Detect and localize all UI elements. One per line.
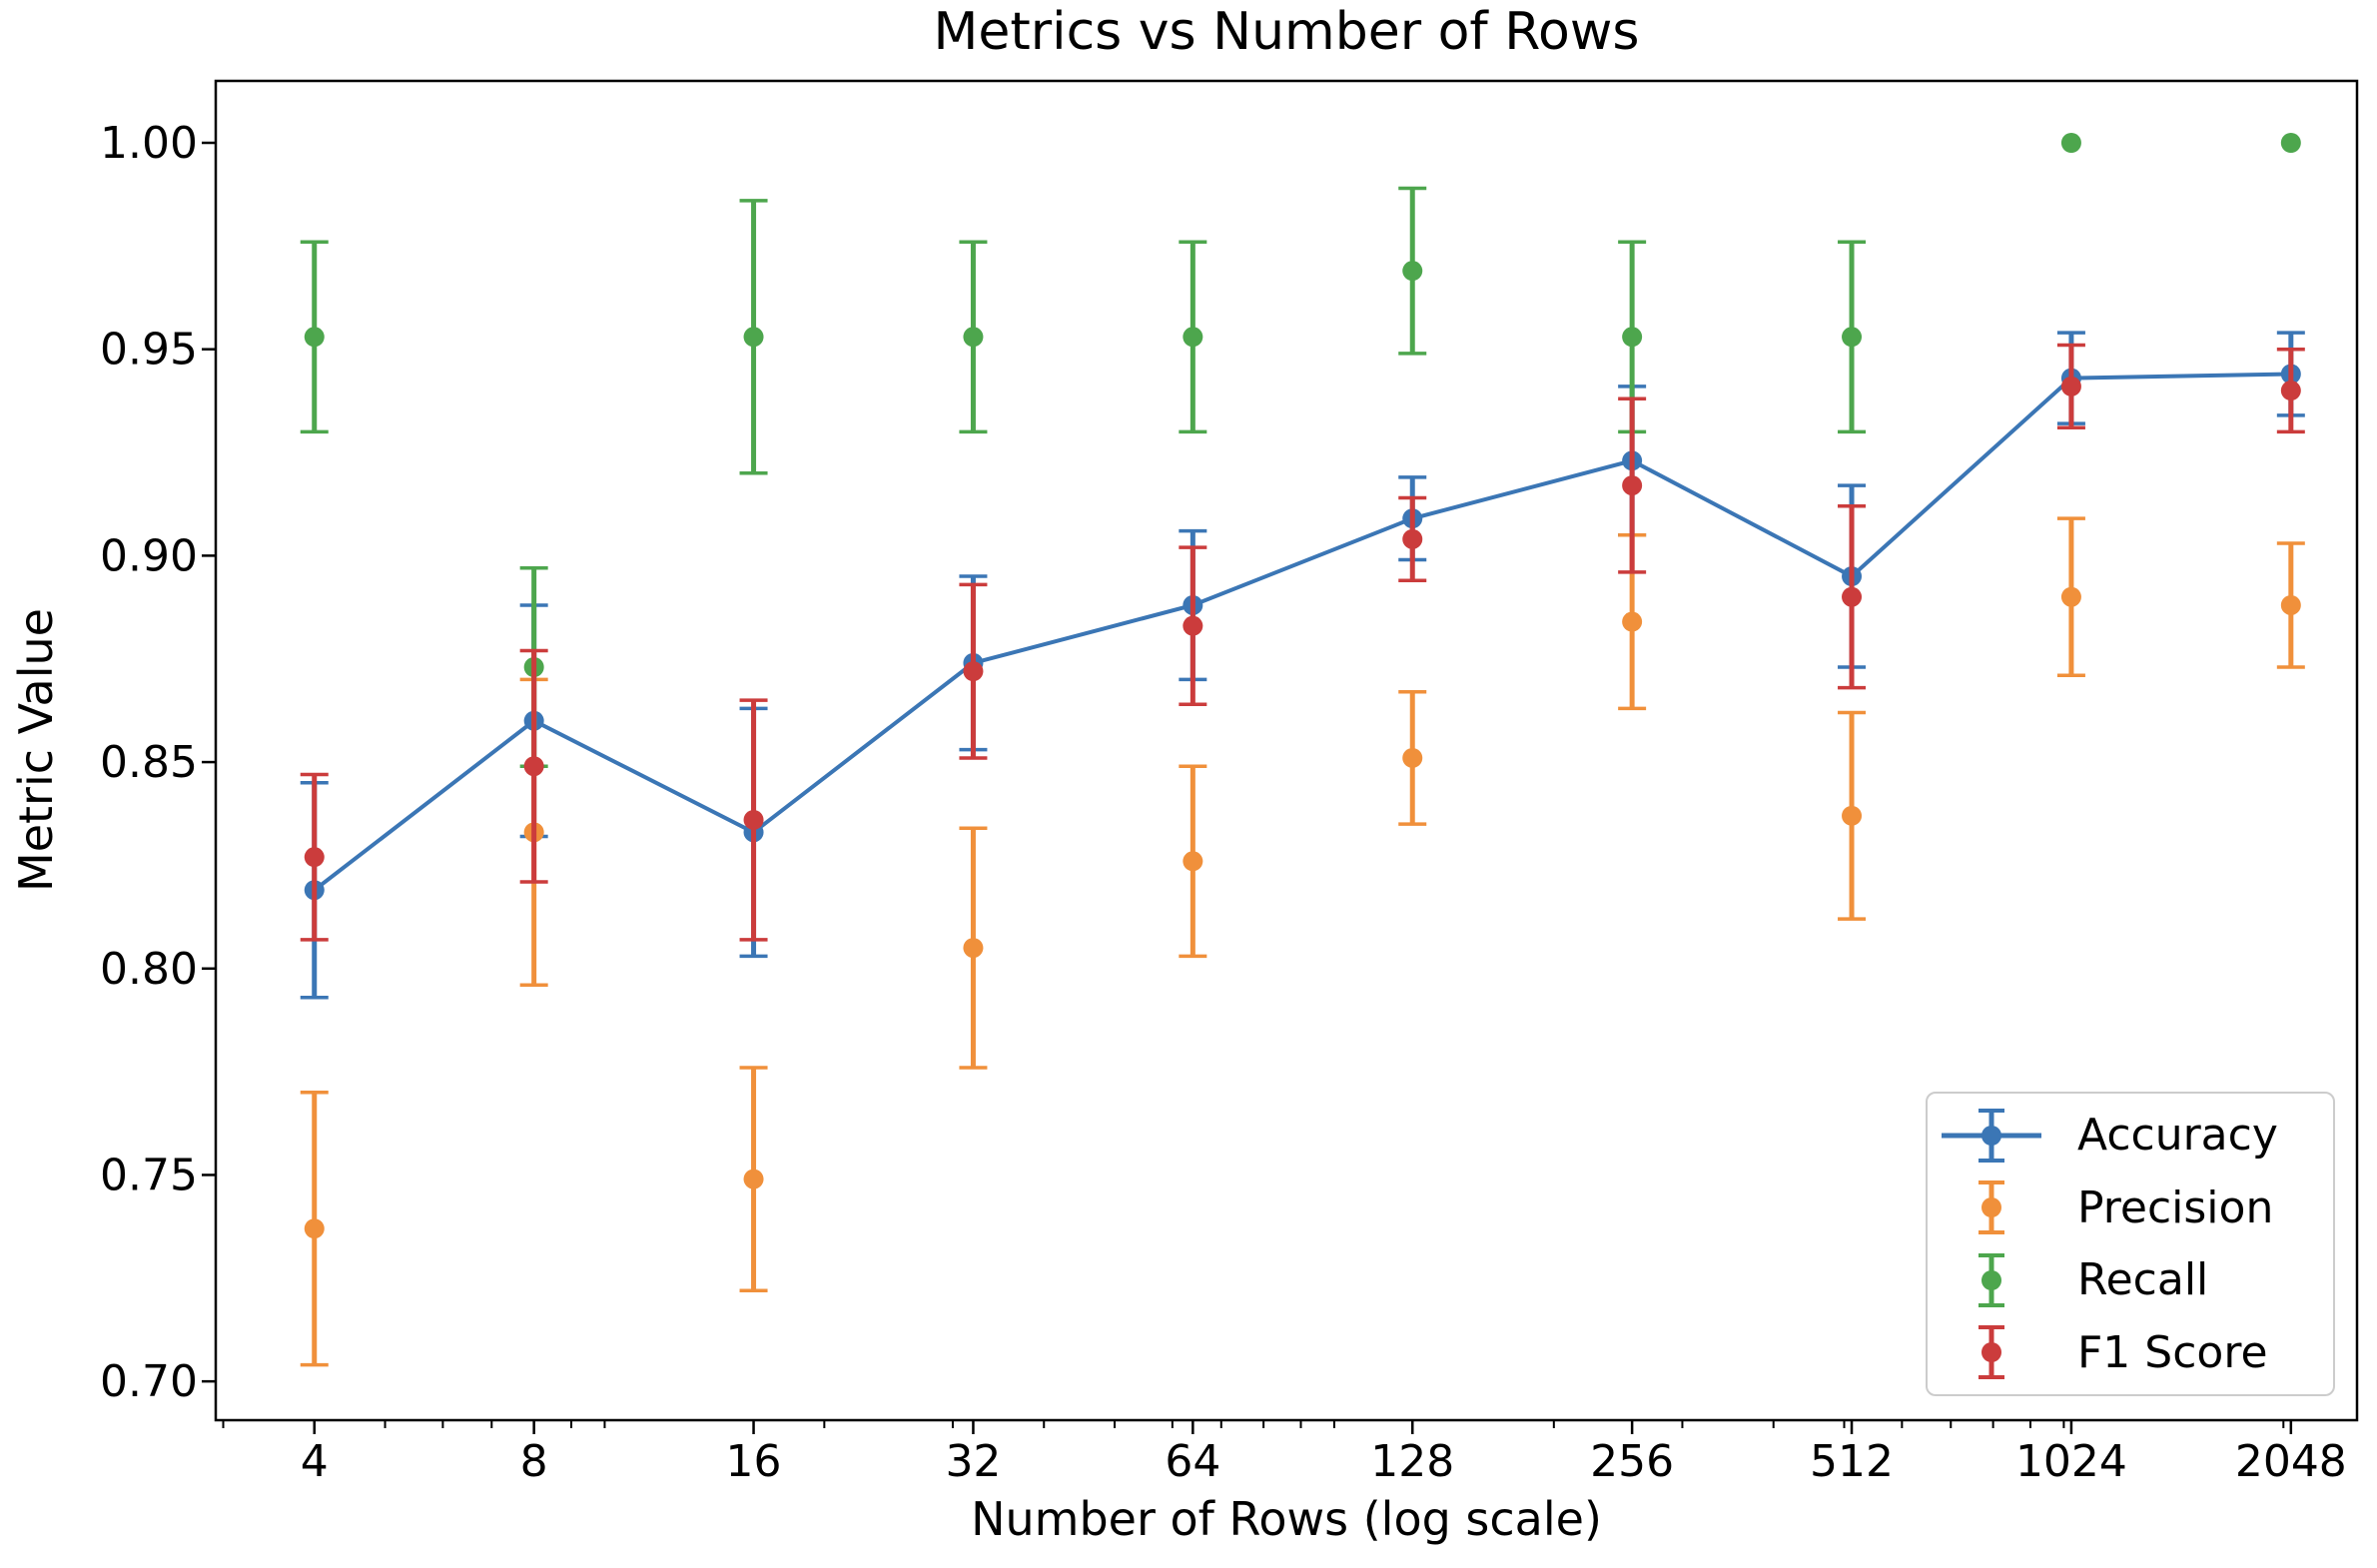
legend-label: Precision [2077, 1181, 2274, 1233]
data-point [1402, 747, 1423, 768]
y-tick-label: 0.85 [100, 737, 198, 788]
series-recall [300, 133, 2301, 768]
data-point [2060, 133, 2081, 154]
data-point [1622, 611, 1643, 632]
data-point [2280, 381, 2301, 401]
data-point [1622, 327, 1643, 348]
data-point [1183, 327, 1203, 348]
x-tick-label: 2048 [2235, 1436, 2347, 1487]
series-line [313, 372, 2291, 892]
data-point [1183, 615, 1203, 636]
legend-item: Recall [1928, 1245, 2333, 1315]
legend-label: Recall [2077, 1254, 2209, 1306]
y-axis-label: Metric Value [9, 608, 63, 892]
y-tick-label: 1.00 [100, 118, 198, 169]
data-point [1842, 586, 1863, 607]
data-point [1402, 528, 1423, 549]
y-tick-label: 0.70 [100, 1356, 198, 1407]
y-tick-label: 0.75 [100, 1150, 198, 1200]
legend-marker-icon [1979, 1180, 2004, 1235]
data-point [1402, 261, 1423, 282]
legend: Accuracy Precision Recall F1 Score [1926, 1092, 2335, 1396]
y-tick-label: 0.80 [100, 944, 198, 995]
x-axis-label: Number of Rows (log scale) [971, 1492, 1602, 1546]
legend-item: Accuracy [1928, 1101, 2333, 1171]
data-point [963, 327, 984, 348]
series-f1-score [300, 343, 2305, 942]
x-tick-label: 128 [1370, 1436, 1454, 1487]
legend-item: Precision [1928, 1173, 2333, 1242]
legend-label: Accuracy [2077, 1110, 2278, 1162]
data-point [1842, 805, 1863, 826]
data-point [743, 809, 764, 830]
data-point [963, 938, 984, 959]
x-tick-label: 16 [726, 1436, 782, 1487]
data-point [963, 661, 984, 682]
y-tick-label: 0.90 [100, 530, 198, 581]
x-tick-label: 1024 [2015, 1436, 2127, 1487]
legend-label: F1 Score [2077, 1326, 2268, 1378]
data-point [1183, 851, 1203, 872]
legend-marker-icon [1979, 1325, 2004, 1380]
x-tick-label: 8 [520, 1436, 548, 1487]
legend-item: F1 Score [1928, 1317, 2333, 1387]
data-point [743, 327, 764, 348]
series-accuracy [300, 331, 2305, 1000]
data-point [2060, 586, 2081, 607]
x-tick-label: 512 [1810, 1436, 1894, 1487]
data-point [1622, 475, 1643, 496]
data-point [523, 756, 544, 777]
x-tick-label: 32 [945, 1436, 1001, 1487]
chart-title: Metrics vs Number of Rows [933, 2, 1640, 62]
legend-marker-icon [1942, 1108, 2041, 1163]
data-point [743, 1169, 764, 1189]
x-tick-label: 64 [1165, 1436, 1220, 1487]
legend-marker-icon [1979, 1252, 2004, 1307]
data-point [2280, 594, 2301, 615]
y-tick-label: 0.95 [100, 325, 198, 376]
x-tick-label: 4 [301, 1436, 329, 1487]
data-point [2280, 133, 2301, 154]
axes-spines [214, 79, 2359, 1422]
data-point [1842, 327, 1863, 348]
data-point [304, 1218, 325, 1239]
data-point [304, 327, 325, 348]
data-point [304, 847, 325, 868]
data-point [2060, 376, 2081, 396]
x-tick-label: 256 [1590, 1436, 1674, 1487]
